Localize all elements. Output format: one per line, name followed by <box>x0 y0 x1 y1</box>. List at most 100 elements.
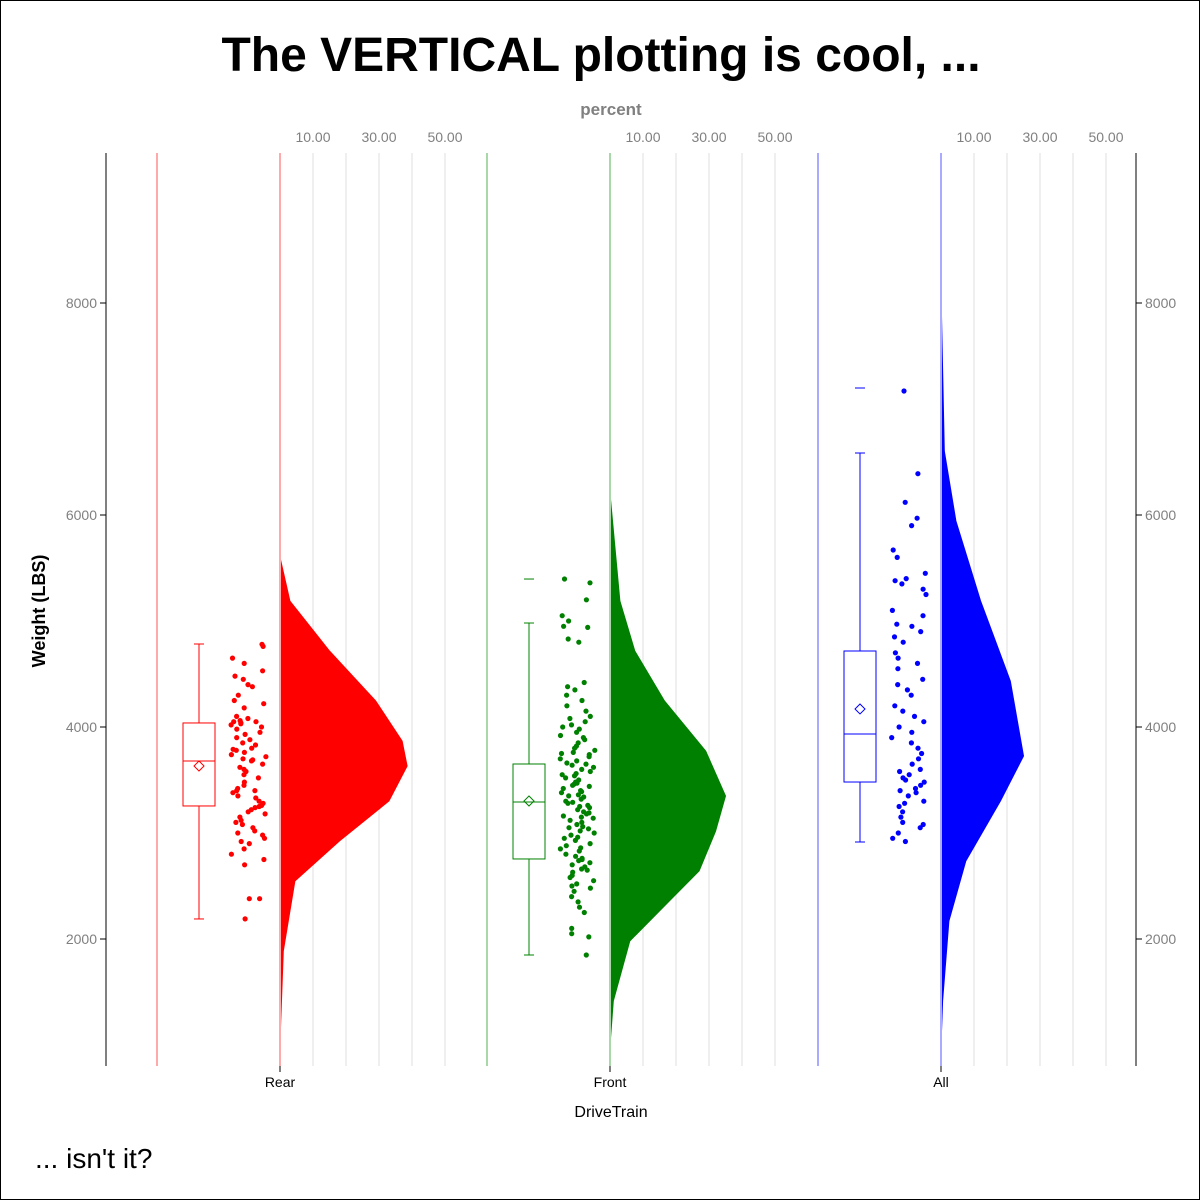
data-point <box>240 740 246 746</box>
data-point <box>894 554 900 561</box>
data-point <box>570 782 576 788</box>
data-point <box>558 750 565 757</box>
data-point <box>570 749 576 756</box>
data-point <box>563 843 569 849</box>
data-point <box>583 761 589 767</box>
data-point <box>234 726 240 732</box>
data-point <box>909 523 915 529</box>
data-point <box>575 807 581 813</box>
y-tick-label-left: 8000 <box>66 295 97 311</box>
data-point <box>574 821 580 828</box>
data-point <box>903 576 909 582</box>
data-point <box>253 795 259 801</box>
data-point <box>238 817 244 823</box>
data-point <box>566 793 572 799</box>
data-point <box>899 581 905 587</box>
percent-tick-label: 10.00 <box>295 129 330 145</box>
data-point <box>241 782 247 788</box>
data-point <box>560 724 566 730</box>
data-point <box>892 578 898 584</box>
data-point <box>239 821 245 828</box>
box-iqr <box>512 763 546 860</box>
percent-tick-label: 50.00 <box>427 129 462 145</box>
y-tick-label-right: 6000 <box>1145 507 1176 523</box>
density-front <box>609 493 726 1046</box>
data-point <box>904 687 911 693</box>
data-point <box>234 713 240 720</box>
data-point <box>230 790 236 796</box>
data-point <box>255 775 261 781</box>
data-point <box>890 547 896 553</box>
data-point <box>891 634 898 640</box>
data-point <box>911 713 918 720</box>
data-point <box>256 798 262 804</box>
data-point <box>558 790 565 796</box>
data-point <box>902 838 909 845</box>
percent-tick-label: 50.00 <box>1088 129 1123 145</box>
data-point <box>895 682 901 688</box>
data-point <box>241 846 247 852</box>
data-point <box>232 673 238 679</box>
data-point <box>263 754 269 760</box>
data-point <box>573 853 579 859</box>
data-point <box>567 817 573 823</box>
data-point <box>587 885 594 891</box>
data-point <box>913 790 919 796</box>
data-point <box>587 713 593 720</box>
data-point <box>912 785 919 792</box>
data-point <box>567 874 573 881</box>
data-point <box>903 777 909 783</box>
data-point <box>557 732 564 739</box>
data-point <box>261 835 268 841</box>
data-point <box>245 682 251 688</box>
data-point <box>242 731 248 738</box>
data-point <box>241 660 247 667</box>
data-point <box>557 756 563 762</box>
data-point <box>563 775 569 781</box>
data-point <box>590 815 596 821</box>
box-iqr <box>182 722 216 807</box>
data-point <box>915 745 921 751</box>
data-point <box>583 597 590 603</box>
data-point <box>909 729 915 735</box>
data-point <box>234 788 240 794</box>
data-point <box>570 799 576 805</box>
data-point <box>581 679 587 686</box>
data-point <box>591 878 597 884</box>
data-point <box>583 952 589 958</box>
data-point <box>900 809 906 815</box>
data-point <box>584 867 590 873</box>
data-point <box>235 830 241 836</box>
data-point <box>560 813 567 819</box>
data-point <box>921 719 927 725</box>
data-point <box>257 896 263 902</box>
data-point <box>579 766 585 773</box>
data-point <box>576 904 583 910</box>
data-point <box>582 737 588 743</box>
data-point <box>238 838 244 845</box>
data-point <box>586 934 592 940</box>
data-point <box>575 899 581 905</box>
data-point <box>229 655 236 661</box>
data-point <box>242 916 248 922</box>
data-point <box>564 703 570 709</box>
data-point <box>242 862 248 868</box>
data-point <box>890 835 896 841</box>
data-point <box>574 729 580 735</box>
data-point <box>897 788 903 794</box>
top-axis-label: percent <box>580 100 642 119</box>
mean-diamond <box>854 703 866 715</box>
data-point <box>568 832 574 838</box>
data-point <box>578 796 584 802</box>
percent-tick-label: 10.00 <box>956 129 991 145</box>
box-iqr <box>843 650 877 783</box>
data-point <box>249 745 255 751</box>
data-point <box>590 764 597 770</box>
data-point <box>583 811 590 817</box>
data-point <box>585 826 592 832</box>
data-point <box>252 828 258 834</box>
data-point <box>898 814 904 820</box>
data-point <box>580 824 586 830</box>
data-point <box>258 724 265 730</box>
data-point <box>228 752 234 758</box>
